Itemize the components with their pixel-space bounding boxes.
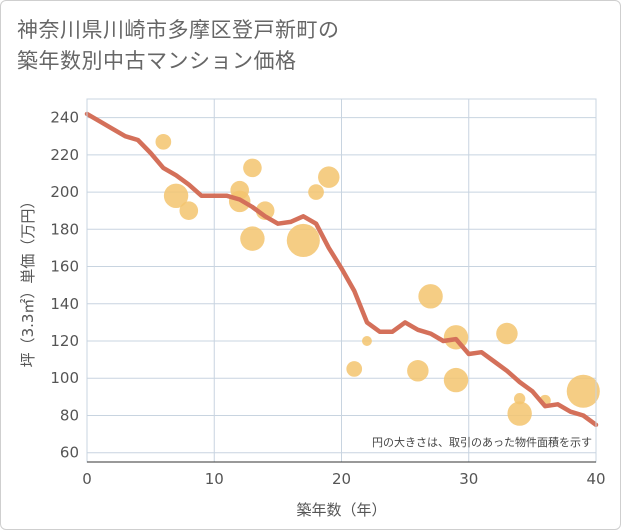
chart-title-line-2: 築年数別中古マンション価格 bbox=[17, 49, 297, 73]
bubble-point bbox=[318, 166, 340, 188]
y-tick-label: 80 bbox=[60, 406, 79, 424]
y-tick-label: 220 bbox=[50, 146, 79, 164]
bubble-point bbox=[243, 158, 262, 178]
x-tick-label: 30 bbox=[459, 470, 478, 488]
y-tick-label: 240 bbox=[50, 109, 79, 127]
x-tick-label: 0 bbox=[82, 470, 92, 488]
bubble-point bbox=[308, 184, 324, 200]
y-tick-label: 140 bbox=[50, 295, 79, 313]
y-tick-label: 200 bbox=[50, 183, 79, 201]
bubble-point bbox=[407, 360, 429, 382]
bubble-point bbox=[346, 361, 363, 377]
y-tick-label: 180 bbox=[50, 220, 79, 238]
bubbles bbox=[155, 133, 600, 426]
chart-title: 神奈川県川崎市多摩区登戸新町の 築年数別中古マンション価格 bbox=[17, 15, 340, 77]
y-tick-label: 120 bbox=[50, 332, 79, 350]
size-note: 円の大きさは、取引のあった物件面積を示す bbox=[372, 435, 592, 449]
average-line bbox=[84, 111, 599, 428]
grid bbox=[86, 99, 597, 462]
bubble-point bbox=[443, 367, 469, 393]
x-tick-label: 10 bbox=[205, 470, 224, 488]
bubble-point bbox=[513, 393, 526, 405]
bubble-point bbox=[507, 401, 532, 426]
bubble-point bbox=[362, 336, 372, 346]
y-tick-label: 160 bbox=[50, 258, 79, 276]
x-tick-label: 20 bbox=[332, 470, 351, 488]
average-line-path bbox=[84, 111, 599, 428]
x-axis-label: 築年数（年） bbox=[296, 501, 386, 519]
y-tick-label: 100 bbox=[50, 369, 79, 387]
bubble-point bbox=[286, 223, 320, 258]
x-tick-label: 40 bbox=[586, 470, 605, 488]
bubble-point bbox=[240, 226, 265, 251]
chart-title-line-1: 神奈川県川崎市多摩区登戸新町の bbox=[17, 18, 340, 42]
axes: 60 80 100 120 140 160 180 200 220 240 0 10 20 30 40 bbox=[50, 98, 606, 488]
y-tick-label: 60 bbox=[60, 444, 79, 462]
bubble-point bbox=[566, 374, 600, 408]
bubble-point bbox=[163, 183, 189, 208]
bubble-point bbox=[179, 201, 199, 220]
y-axis-label: 坪（3.3㎡）単価（万円） bbox=[19, 194, 37, 368]
bubble-point bbox=[418, 284, 443, 309]
bubble-point bbox=[496, 322, 518, 345]
bubble-point bbox=[155, 133, 172, 150]
